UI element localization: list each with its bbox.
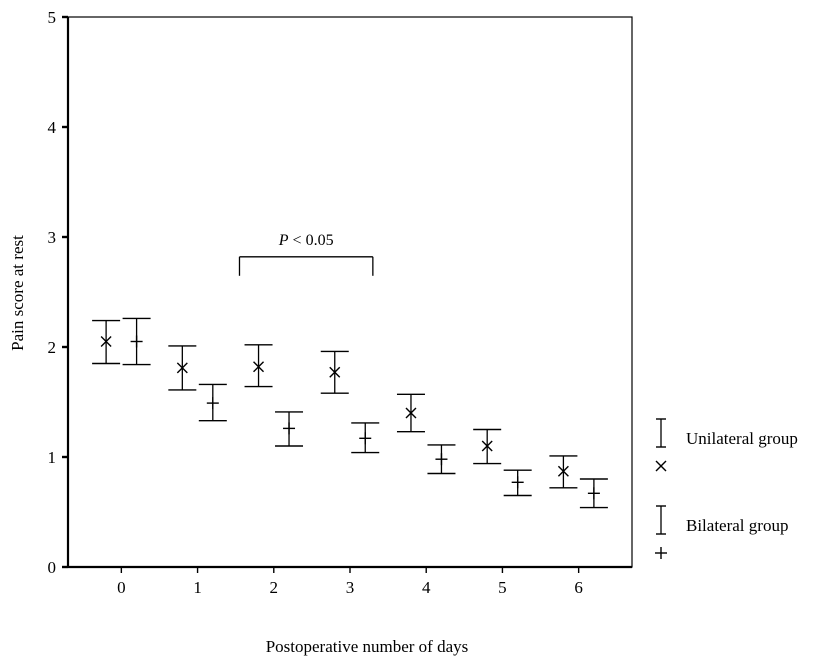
data-point-plus <box>206 397 219 410</box>
legend-item: Bilateral group <box>655 505 788 559</box>
error-bar <box>244 344 273 388</box>
x-axis: 0 1 2 3 4 5 6 <box>117 567 583 597</box>
plot-border <box>67 16 633 568</box>
data-point-plus <box>359 432 372 445</box>
legend: Unilateral group Bilateral group <box>655 418 798 559</box>
plot-frame <box>66 16 633 569</box>
legend-label: Bilateral group <box>686 516 788 535</box>
series-bilateral-group <box>122 317 608 509</box>
y-axis-title: Pain score at rest <box>8 235 27 351</box>
legend-label: Unilateral group <box>686 429 798 448</box>
data-point-cross <box>557 465 569 477</box>
x-axis-title: Postoperative number of days <box>266 637 469 656</box>
x-tick-label: 1 <box>193 578 202 597</box>
x-tick-label: 0 <box>117 578 126 597</box>
series-layer <box>92 317 608 509</box>
legend-error-bar-icon <box>656 418 666 448</box>
y-tick-label: 4 <box>48 118 57 137</box>
data-point-plus <box>130 335 143 348</box>
x-tick-label: 2 <box>270 578 279 597</box>
y-tick-label: 2 <box>48 338 57 357</box>
significance-annotation: P < 0.05 <box>238 232 374 276</box>
data-point-plus <box>511 476 524 489</box>
p-value-label: P < 0.05 <box>278 232 334 249</box>
data-point-plus <box>283 422 296 435</box>
data-point-plus <box>587 487 600 500</box>
legend-plus-icon <box>655 547 667 559</box>
x-tick-label: 3 <box>346 578 355 597</box>
legend-error-bar-icon <box>656 505 666 535</box>
data-point-cross <box>405 407 417 419</box>
legend-item: Unilateral group <box>655 418 798 472</box>
x-tick-label: 6 <box>574 578 583 597</box>
y-tick-label: 1 <box>48 448 57 467</box>
series-unilateral-group <box>92 319 578 489</box>
data-point-cross <box>481 440 493 452</box>
y-tick-label: 3 <box>48 228 57 247</box>
y-axis: 0 1 2 3 4 5 <box>48 8 68 577</box>
data-point-cross <box>253 361 265 373</box>
x-tick-label: 4 <box>422 578 431 597</box>
data-point-plus <box>435 453 448 466</box>
p-value-rest: < 0.05 <box>289 232 334 249</box>
data-point-cross <box>100 336 112 347</box>
y-tick-label: 0 <box>48 558 57 577</box>
y-tick-label: 5 <box>48 8 57 27</box>
p-value-symbol: P <box>278 232 289 249</box>
data-point-cross <box>329 366 341 378</box>
x-tick-label: 5 <box>498 578 507 597</box>
legend-cross-icon <box>655 460 667 472</box>
data-point-cross <box>176 362 188 374</box>
